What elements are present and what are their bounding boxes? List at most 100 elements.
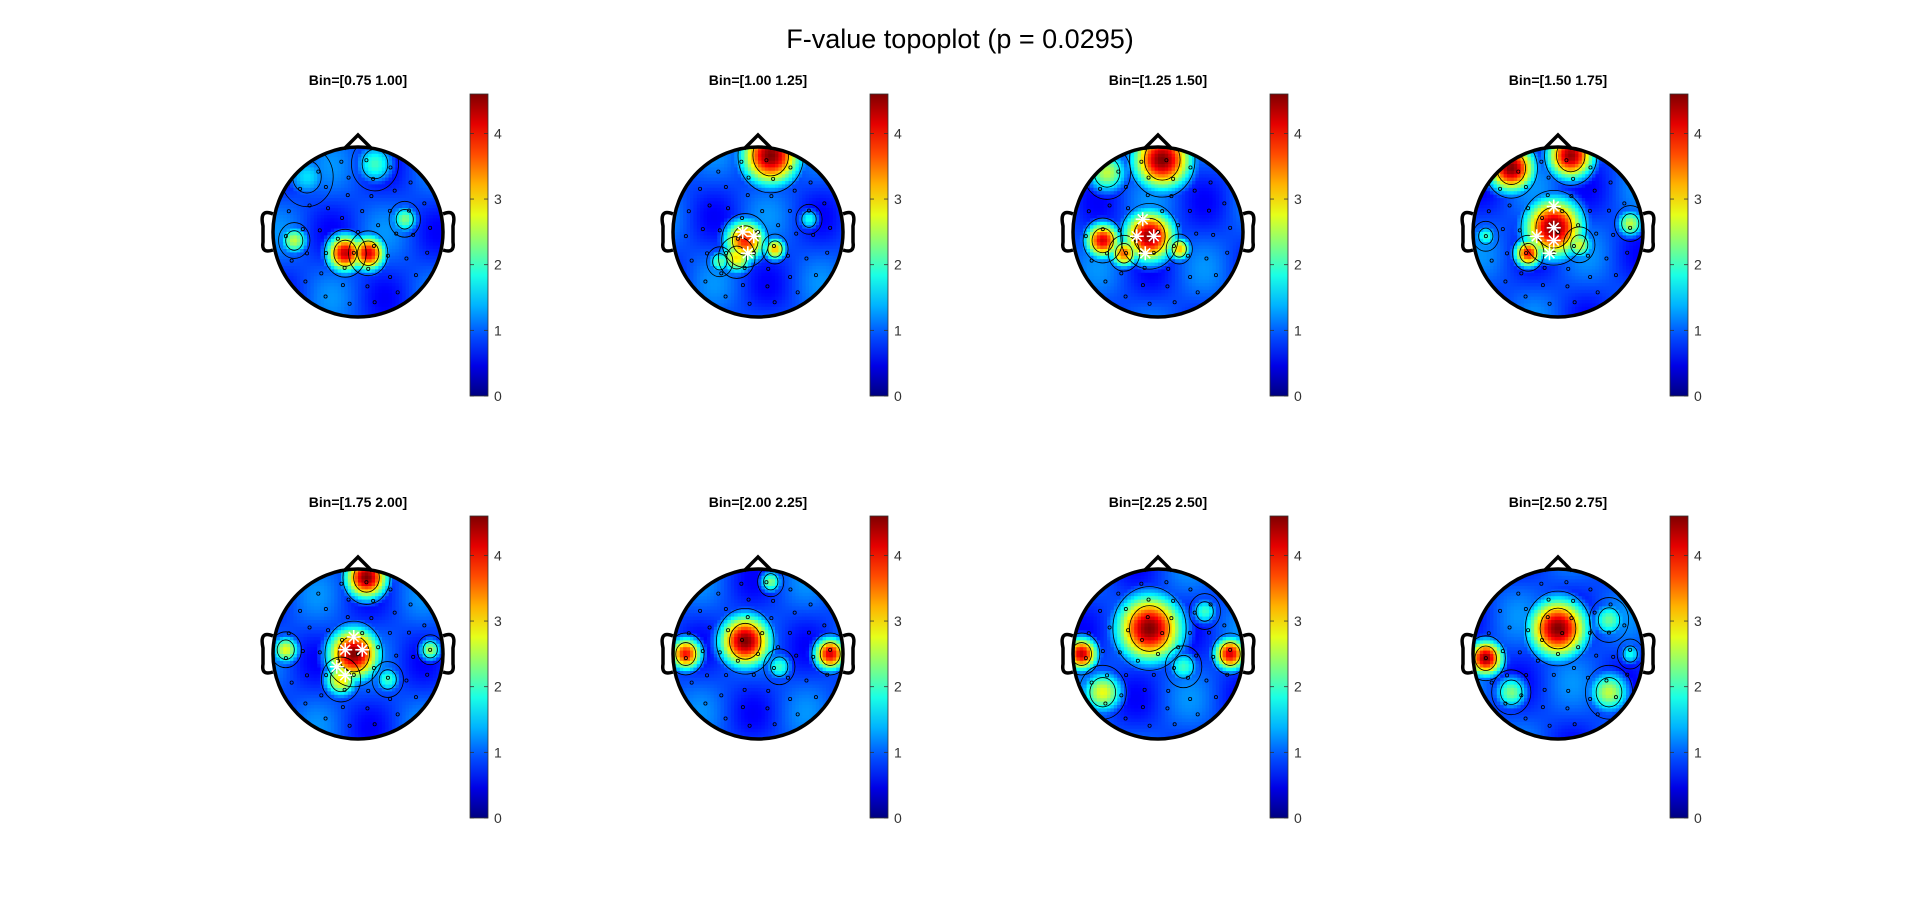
electrode-marker bbox=[404, 256, 409, 261]
colorbar-tick-label: 3 bbox=[1694, 613, 1702, 629]
contour-line bbox=[1120, 202, 1179, 270]
electrode-marker bbox=[766, 688, 771, 693]
topoplot-panel: Bin=[1.00 1.25] 0 1 2 3 4 bbox=[658, 72, 958, 412]
electrode-marker bbox=[388, 696, 393, 701]
colorbar-tick-label: 0 bbox=[894, 810, 902, 826]
electrode-marker bbox=[1524, 673, 1529, 678]
head-outline bbox=[1071, 567, 1245, 741]
topoplot-panel: Bin=[2.25 2.50] 0 1 2 3 4 bbox=[1058, 494, 1358, 834]
electrode-marker bbox=[788, 165, 793, 170]
electrode-marker bbox=[1517, 228, 1522, 233]
figure-title: F-value topoplot (p = 0.0295) bbox=[0, 24, 1920, 55]
electrode-marker bbox=[1119, 693, 1124, 698]
electrode-marker bbox=[1523, 294, 1528, 299]
electrode-marker bbox=[388, 274, 393, 279]
electrode-marker bbox=[305, 673, 310, 678]
electrode-marker bbox=[1124, 251, 1129, 256]
electrode-marker bbox=[1628, 225, 1633, 230]
electrode-marker bbox=[1147, 301, 1152, 306]
contour-line bbox=[1556, 147, 1586, 173]
electrode-marker bbox=[1172, 300, 1177, 305]
electrode-marker bbox=[756, 651, 761, 656]
contour-line bbox=[811, 632, 843, 676]
significant-electrode-marker bbox=[1135, 212, 1150, 227]
contour-line bbox=[324, 620, 383, 688]
contour-line bbox=[729, 622, 762, 660]
colorbar-tick-label: 1 bbox=[1694, 322, 1702, 338]
significant-electrode-marker bbox=[740, 246, 755, 261]
electrode-marker bbox=[825, 250, 830, 255]
electrode-marker bbox=[1507, 625, 1512, 630]
contour-line bbox=[353, 569, 380, 593]
electrode-marker bbox=[811, 232, 816, 237]
significant-electrode-marker bbox=[1542, 246, 1557, 261]
electrode-marker bbox=[717, 228, 722, 233]
electrode-marker bbox=[751, 672, 756, 677]
topoplot-panel: Bin=[1.75 2.00] 0 1 2 3 4 bbox=[258, 494, 558, 834]
electrode-marker bbox=[1126, 628, 1131, 633]
colorbar-tick-label: 1 bbox=[1294, 322, 1302, 338]
electrode-marker bbox=[813, 273, 818, 278]
colorbar bbox=[1269, 93, 1289, 397]
significant-electrode-marker bbox=[746, 229, 761, 244]
electrode-marker bbox=[771, 176, 776, 181]
electrode-marker bbox=[724, 251, 729, 256]
electrode-marker bbox=[303, 701, 308, 706]
electrode-marker bbox=[345, 193, 350, 198]
contour-line bbox=[752, 147, 790, 177]
electrode-marker bbox=[428, 225, 433, 230]
electrode-marker bbox=[1540, 283, 1545, 288]
significant-electrode-marker bbox=[1146, 229, 1161, 244]
electrode-marker bbox=[1505, 673, 1510, 678]
electrode-marker bbox=[804, 256, 809, 261]
contour-line bbox=[422, 641, 438, 659]
electrode-marker bbox=[822, 201, 827, 206]
electrode-marker bbox=[1142, 265, 1147, 270]
electrode-marker bbox=[324, 673, 329, 678]
electrode-marker bbox=[1169, 194, 1174, 199]
electrode-marker bbox=[1204, 678, 1209, 683]
electrode-marker bbox=[1185, 675, 1190, 680]
electrode-marker bbox=[376, 645, 381, 650]
electrode-marker bbox=[425, 672, 430, 677]
electrode-marker bbox=[723, 294, 728, 299]
electrode-marker bbox=[340, 215, 345, 220]
electrode-marker bbox=[1594, 653, 1599, 658]
contour-line bbox=[357, 240, 380, 266]
electrode-marker bbox=[1576, 645, 1581, 650]
contour-line bbox=[712, 253, 728, 271]
electrode-marker bbox=[1086, 209, 1091, 214]
electrode-marker bbox=[700, 649, 705, 654]
ear-outline bbox=[442, 632, 456, 675]
electrode-marker bbox=[1165, 706, 1170, 711]
electrode-marker bbox=[289, 258, 294, 263]
ear-outline bbox=[660, 210, 674, 253]
electrode-marker bbox=[1139, 159, 1144, 164]
electrode-marker bbox=[1613, 273, 1618, 278]
electrode-marker bbox=[825, 672, 830, 677]
contour-line bbox=[1188, 593, 1221, 630]
electrode-marker bbox=[413, 695, 418, 700]
electrode-marker bbox=[705, 673, 710, 678]
ear-outline bbox=[1642, 632, 1656, 675]
electrode-marker bbox=[289, 680, 294, 685]
electrode-marker bbox=[319, 271, 324, 276]
colorbar-tick-label: 2 bbox=[1294, 679, 1302, 695]
electrode-marker bbox=[392, 188, 397, 193]
colorbar-tick-label: 4 bbox=[1694, 125, 1702, 141]
significant-electrode-marker bbox=[338, 668, 353, 683]
electrode-marker bbox=[422, 623, 427, 628]
contour-line bbox=[716, 607, 775, 675]
contour-line bbox=[1500, 679, 1523, 705]
ear-outline bbox=[1242, 632, 1256, 675]
electrode-marker bbox=[1572, 722, 1577, 727]
head-outline bbox=[671, 567, 845, 741]
electrode-marker bbox=[772, 300, 777, 305]
electrode-marker bbox=[1123, 716, 1128, 721]
electrode-marker bbox=[411, 232, 416, 237]
electrode-marker bbox=[1526, 628, 1531, 633]
electrode-marker bbox=[326, 628, 331, 633]
electrode-marker bbox=[739, 159, 744, 164]
contour-line bbox=[1614, 205, 1643, 242]
contour-line bbox=[1144, 147, 1181, 181]
